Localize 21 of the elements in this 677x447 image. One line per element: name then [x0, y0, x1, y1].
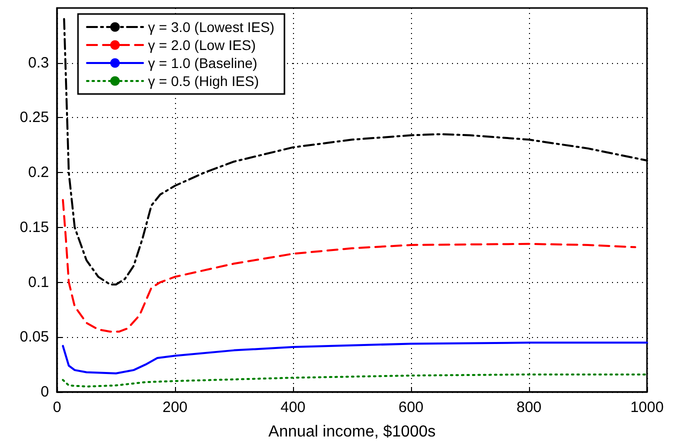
x-tick-label: 800	[516, 399, 542, 416]
y-tick-label: 0.05	[20, 328, 49, 346]
y-tick-label: 0.1	[28, 274, 49, 291]
line-series	[62, 342, 648, 374]
x-tick-label: 1000	[630, 399, 664, 416]
y-tick-label: 0.2	[28, 164, 49, 182]
y-tick-label: 0	[40, 384, 49, 400]
legend-label: γ = 1.0 (Baseline)	[148, 55, 258, 71]
line-series	[62, 199, 636, 333]
legend-label: γ = 0.5 (High IES)	[148, 73, 259, 89]
y-tick-label: 0.25	[20, 109, 49, 126]
legend-label: γ = 3.0 (Lowest IES)	[148, 19, 274, 35]
y-tick-label: 0.15	[20, 218, 49, 236]
legend-label: γ = 2.0 (Low IES)	[148, 37, 256, 53]
y-tick-label: 0.3	[28, 54, 49, 72]
x-tick-label: 600	[398, 399, 424, 416]
line-series	[62, 373, 648, 388]
x-tick-label: 400	[280, 399, 306, 416]
x-tick-label: 200	[162, 399, 188, 416]
x-tick-label: 0	[52, 399, 62, 416]
x-axis-title: Annual income, $1000s	[268, 424, 436, 440]
